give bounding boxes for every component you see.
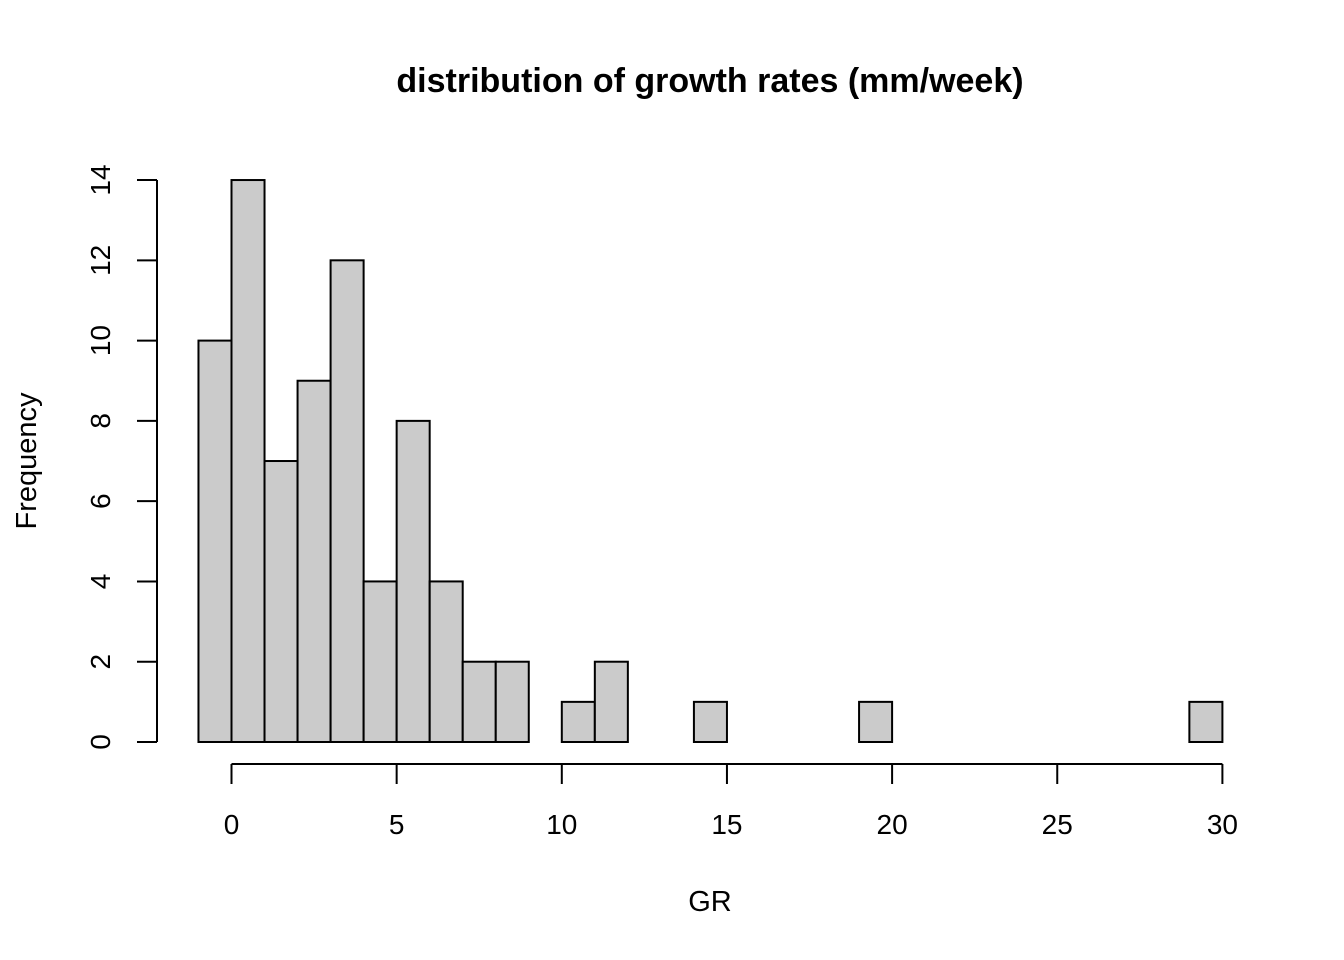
y-tick-label: 10 [85,325,116,356]
histogram-bar [263,460,299,743]
histogram-bar [296,379,332,743]
y-tick-label: 0 [85,734,116,750]
histogram-bar [395,419,431,743]
histogram-bar [858,700,894,743]
bars-group [197,179,1224,744]
histogram-bar [1188,700,1224,743]
histogram-bar [593,660,629,743]
histogram-bar [197,339,233,743]
histogram-bar [230,179,266,744]
histogram-bar [428,580,464,743]
y-tick-label: 6 [85,493,116,509]
chart-title: distribution of growth rates (mm/week) [396,62,1023,100]
histogram-bar [560,700,596,743]
y-axis-label: Frequency [11,392,43,530]
histogram-bar [692,700,728,743]
x-tick-label: 0 [224,809,240,840]
histogram-bar [494,660,530,743]
x-tick-label: 20 [877,809,908,840]
y-tick-label: 4 [85,574,116,590]
y-tick-label: 8 [85,413,116,429]
x-axis-label: GR [688,886,732,918]
x-axis: 0 5 10 15 20 25 30 [224,763,1238,840]
y-axis: 0 2 4 6 8 10 12 14 [85,164,158,750]
y-tick-label: 12 [85,245,116,276]
histogram-bar [362,580,398,743]
y-tick-label: 14 [85,164,116,195]
x-tick-label: 5 [389,809,405,840]
x-tick-label: 15 [711,809,742,840]
x-tick-label: 30 [1207,809,1238,840]
x-tick-label: 10 [546,809,577,840]
x-tick-label: 25 [1042,809,1073,840]
y-tick-label: 2 [85,654,116,670]
histogram-bar [329,259,365,743]
histogram-bar [461,660,497,743]
